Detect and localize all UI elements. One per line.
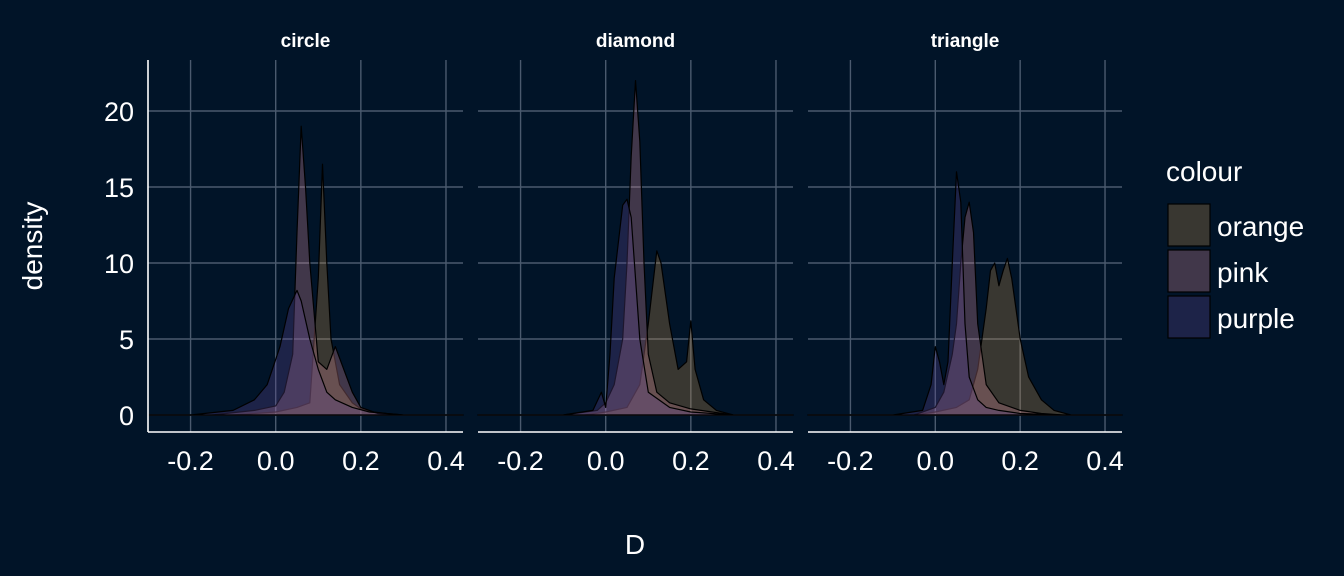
- facet-label-diamond: diamond: [596, 31, 675, 52]
- y-tick-label: 0: [119, 401, 134, 431]
- facet-label-circle: circle: [281, 31, 331, 52]
- y-axis-title: density: [17, 202, 48, 291]
- density-area-diamond-purple: [477, 198, 794, 416]
- legend-label-orange: orange: [1217, 211, 1304, 242]
- density-area-triangle-purple: [807, 171, 1123, 416]
- legend-swatch-purple: [1167, 295, 1211, 339]
- density-area-diamond-orange: [477, 250, 794, 416]
- x-tick-label: 0.2: [672, 446, 710, 476]
- legend-label-pink: pink: [1217, 257, 1269, 288]
- y-tick-label: 5: [119, 325, 134, 355]
- y-tick-label: 10: [104, 249, 134, 279]
- legend-title: colour: [1166, 156, 1242, 187]
- x-tick-label: 0.0: [917, 446, 955, 476]
- x-tick-label: 0.2: [1001, 446, 1039, 476]
- x-tick-label: 0.4: [757, 446, 795, 476]
- facet-label-triangle: triangle: [931, 31, 1000, 52]
- x-tick-label: 0.0: [587, 446, 625, 476]
- legend-swatch-orange: [1167, 203, 1211, 247]
- legend-swatch-pink: [1167, 249, 1211, 293]
- x-tick-label: 0.4: [427, 446, 465, 476]
- x-tick-label: -0.2: [167, 446, 214, 476]
- x-tick-label: 0.4: [1086, 446, 1124, 476]
- density-area-triangle-orange: [807, 257, 1123, 416]
- y-tick-label: 15: [104, 173, 134, 203]
- density-area-circle-purple: [147, 289, 464, 416]
- legend-label-purple: purple: [1217, 303, 1295, 334]
- x-axis-title: D: [625, 529, 645, 560]
- x-tick-label: -0.2: [827, 446, 874, 476]
- x-tick-label: 0.0: [257, 446, 295, 476]
- x-tick-label: 0.2: [342, 446, 380, 476]
- y-tick-label: 20: [104, 97, 134, 127]
- x-tick-label: -0.2: [497, 446, 544, 476]
